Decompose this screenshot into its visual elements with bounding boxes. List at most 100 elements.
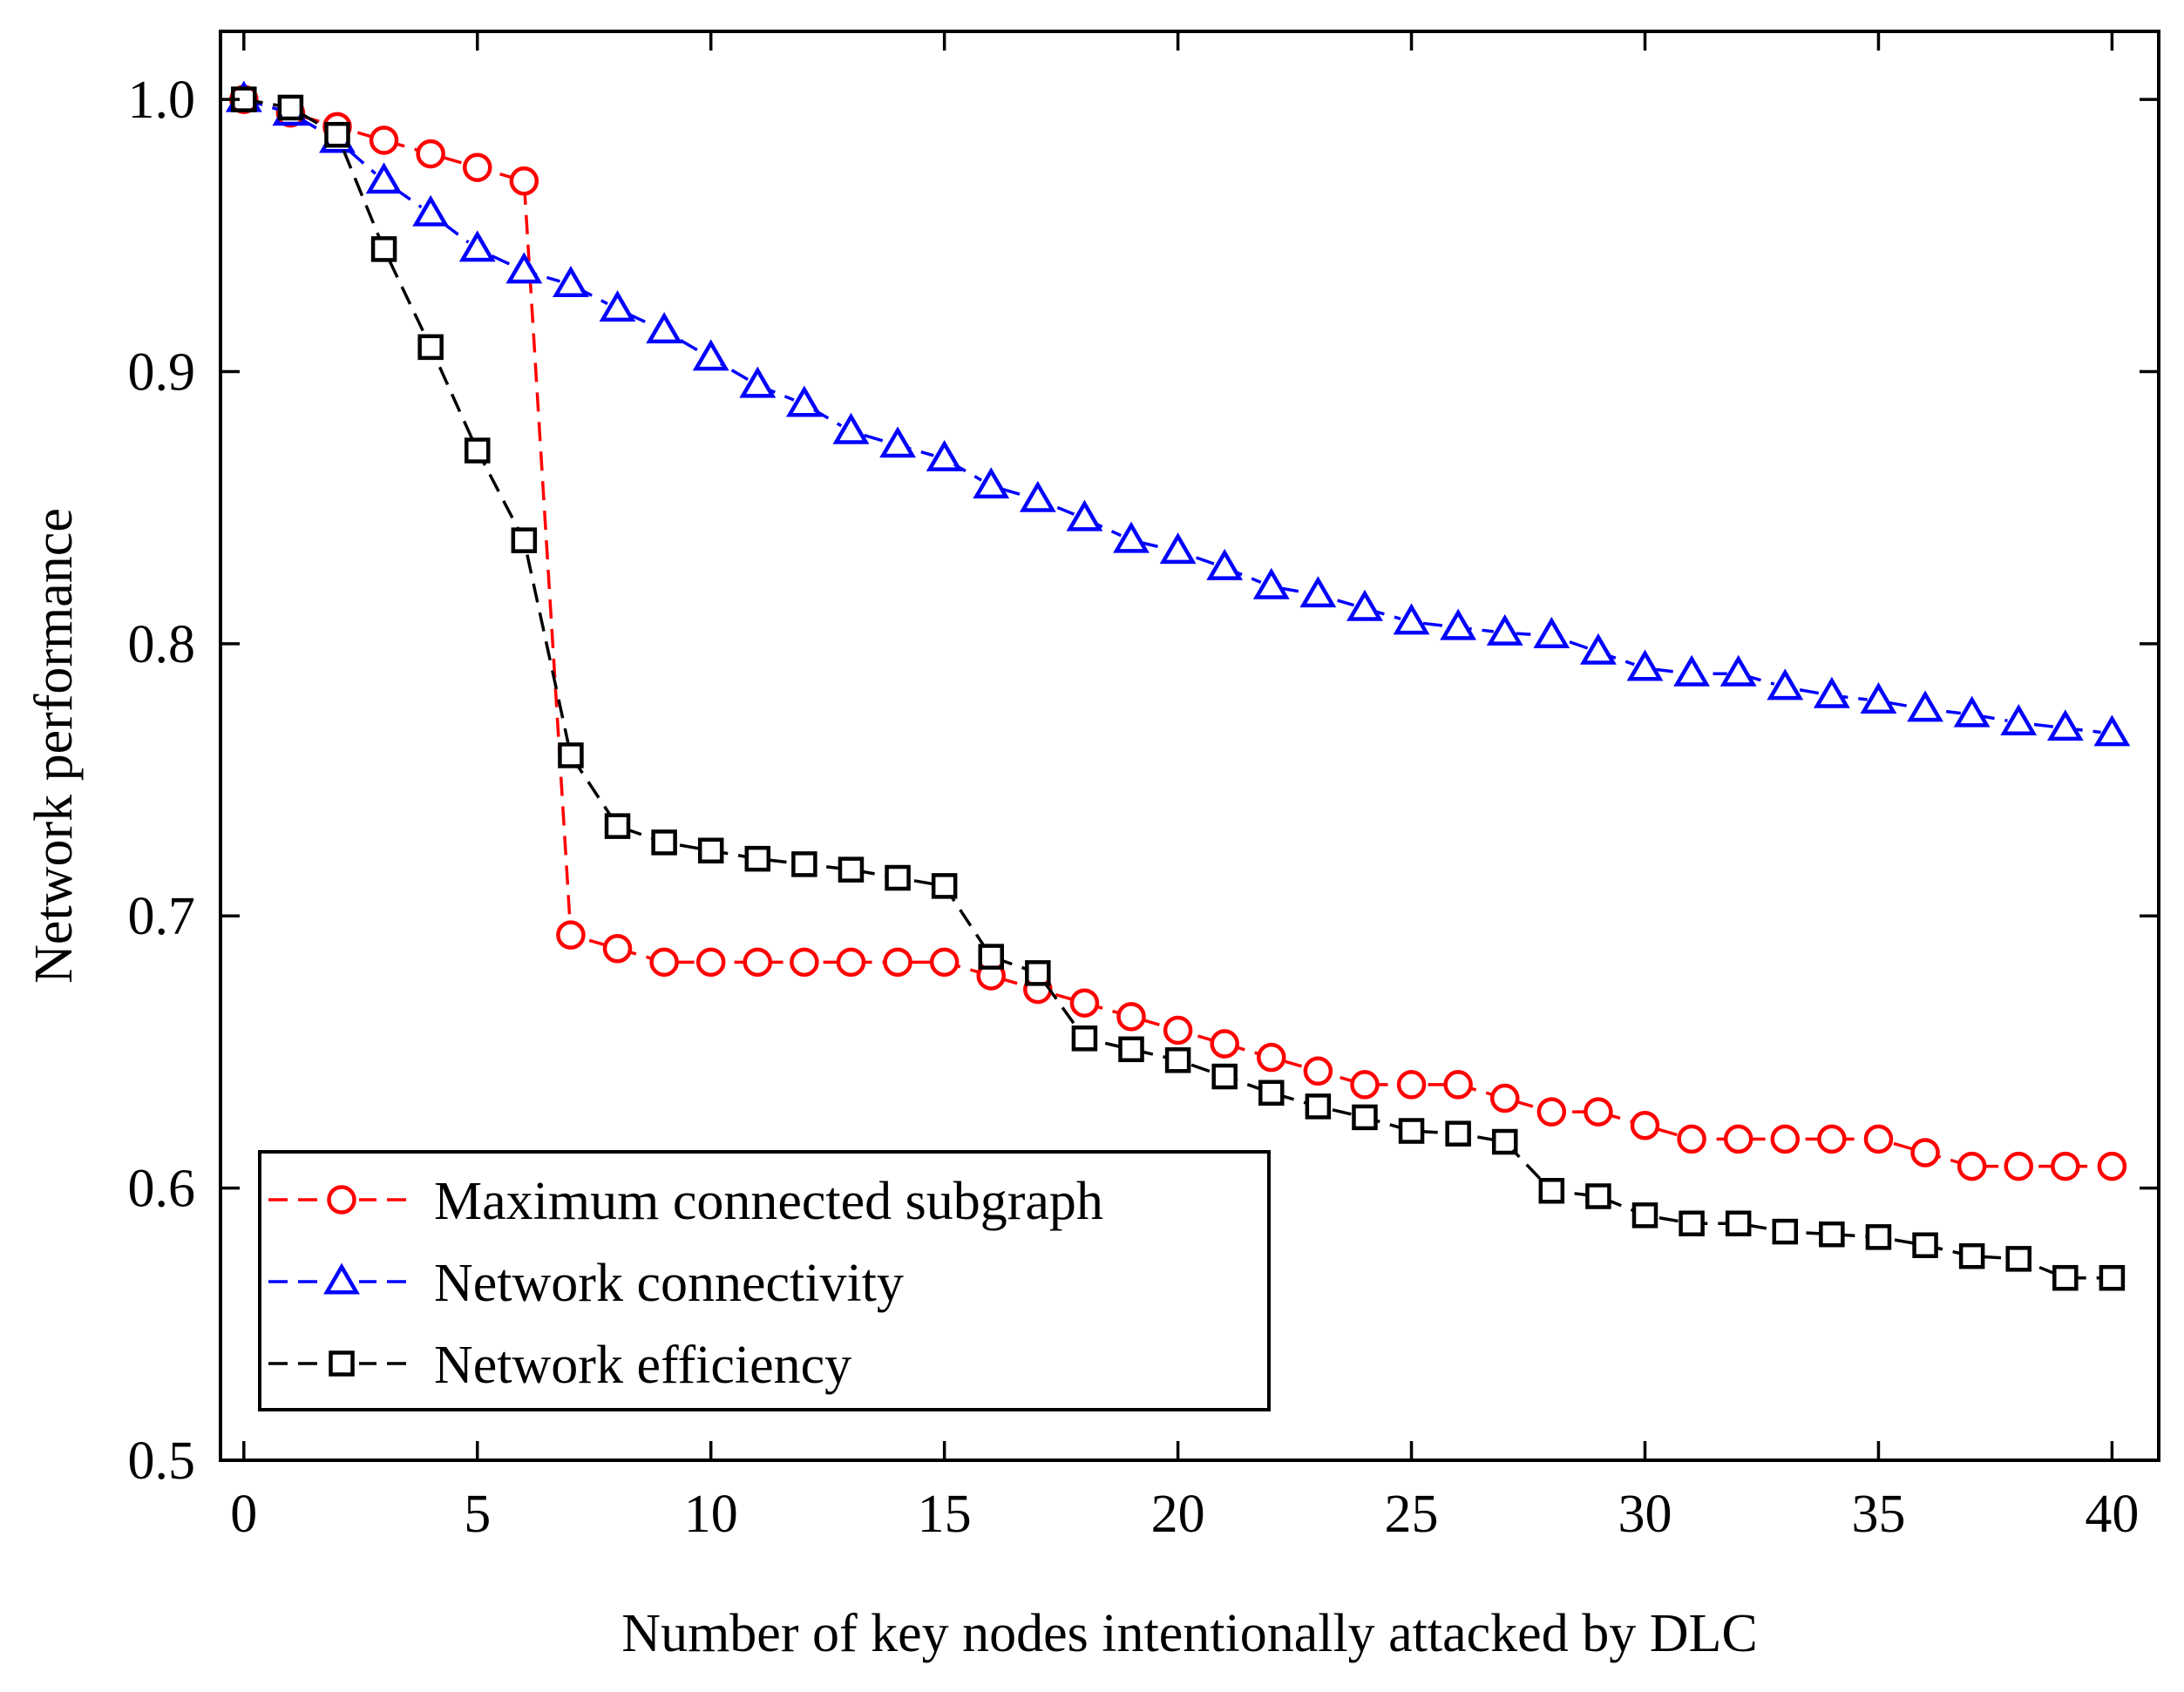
series-layer	[225, 80, 2131, 1291]
marker-bg	[1400, 1120, 1423, 1143]
data-point	[832, 412, 870, 444]
marker-bg	[419, 335, 443, 359]
data-point	[1584, 1097, 1613, 1127]
data-point	[602, 933, 633, 964]
marker-bg	[606, 815, 629, 838]
marker-bg	[1774, 1127, 1797, 1151]
data-point	[929, 947, 960, 978]
data-point	[417, 334, 444, 361]
y-tick-label: 1.0	[128, 71, 196, 130]
marker-bg	[512, 169, 536, 193]
marker-bg	[1213, 1032, 1237, 1056]
data-point	[1770, 1124, 1801, 1154]
marker-bg	[1867, 1225, 1890, 1249]
data-point	[1116, 1002, 1146, 1032]
data-point	[1626, 649, 1664, 681]
marker-bg	[1633, 1203, 1657, 1227]
data-point	[1957, 1151, 1987, 1181]
legend-marker	[327, 1185, 356, 1215]
data-point	[883, 947, 912, 978]
legend-box	[258, 1150, 1271, 1411]
marker-bg	[1166, 1019, 1190, 1042]
data-point	[744, 845, 771, 872]
marker-bg	[1540, 1179, 1563, 1202]
data-point	[277, 94, 304, 121]
data-point	[1630, 1111, 1660, 1140]
x-tick-label: 30	[1618, 1485, 1672, 1544]
marker-bg	[746, 951, 770, 974]
data-point	[1673, 654, 1711, 687]
data-point	[1350, 1070, 1380, 1100]
marker-bg	[1306, 1059, 1330, 1083]
marker-bg	[419, 142, 443, 166]
marker-bg	[839, 858, 863, 882]
data-point	[509, 166, 539, 196]
marker-bg	[559, 924, 582, 947]
x-tick-label: 5	[464, 1485, 491, 1544]
series-square	[231, 86, 2126, 1291]
y-axis-label: Network performance	[24, 508, 84, 984]
marker-bg	[1493, 1130, 1516, 1154]
data-point	[1491, 1128, 1518, 1155]
data-point	[646, 312, 683, 344]
data-point	[836, 947, 866, 978]
marker-bg	[2007, 1247, 2031, 1270]
x-tick-label: 35	[1851, 1485, 1905, 1544]
marker-bg	[1073, 992, 1096, 1015]
marker-bg	[1726, 1127, 1750, 1151]
data-point	[1113, 521, 1150, 553]
legend-label: Maximum connected subgraph	[434, 1172, 1103, 1231]
marker-bg	[1447, 1073, 1470, 1096]
data-point	[1912, 1232, 1938, 1258]
marker-bg	[1726, 1212, 1750, 1235]
data-point	[1725, 1210, 1752, 1236]
marker-bg	[1960, 1244, 1984, 1268]
marker-bg	[653, 830, 676, 854]
data-point	[931, 873, 958, 899]
data-point	[879, 426, 916, 458]
legend-label: Network efficiency	[434, 1336, 851, 1395]
data-point	[1533, 617, 1570, 648]
marker-bg	[1166, 1048, 1190, 1072]
marker-bg	[1213, 1065, 1237, 1088]
data-point	[2004, 1151, 2033, 1181]
data-point	[1211, 1063, 1238, 1090]
marker-bg	[746, 847, 770, 870]
data-point	[1346, 589, 1383, 621]
x-tick-label: 20	[1151, 1485, 1205, 1544]
data-point	[1863, 1124, 1894, 1154]
data-point	[505, 252, 543, 284]
x-tick-label: 15	[918, 1485, 972, 1544]
data-point	[1910, 1138, 1940, 1167]
marker-bg	[1774, 1220, 1797, 1243]
data-point	[1813, 676, 1850, 708]
data-point	[412, 194, 450, 227]
data-point	[1772, 1218, 1799, 1245]
data-point	[1299, 576, 1337, 608]
marker-bg	[1960, 1154, 1984, 1178]
data-point	[2051, 1151, 2080, 1181]
marker-bg	[1353, 1106, 1376, 1129]
marker-bg	[2053, 1154, 2077, 1178]
marker-bg	[325, 123, 349, 146]
marker-bg	[980, 964, 1003, 987]
marker-bg	[2007, 1154, 2031, 1178]
marker-bg	[465, 439, 489, 463]
data-point	[2097, 1151, 2127, 1181]
marker-bg	[1259, 1046, 1283, 1069]
marker-bg	[512, 529, 536, 552]
marker-bg	[1914, 1234, 1937, 1257]
data-point	[1486, 613, 1523, 646]
data-point	[558, 742, 584, 768]
marker-bg	[839, 951, 863, 974]
marker-bg	[1820, 1222, 1843, 1246]
data-point	[791, 851, 817, 877]
marker-bg	[653, 951, 676, 974]
data-point	[1252, 567, 1290, 599]
data-point	[1631, 1202, 1658, 1228]
marker-bg	[372, 128, 396, 152]
data-point	[1352, 1104, 1378, 1131]
data-point	[511, 527, 538, 553]
legend: Maximum connected subgraph Network connec…	[258, 1150, 1271, 1411]
data-point	[2046, 709, 2084, 741]
